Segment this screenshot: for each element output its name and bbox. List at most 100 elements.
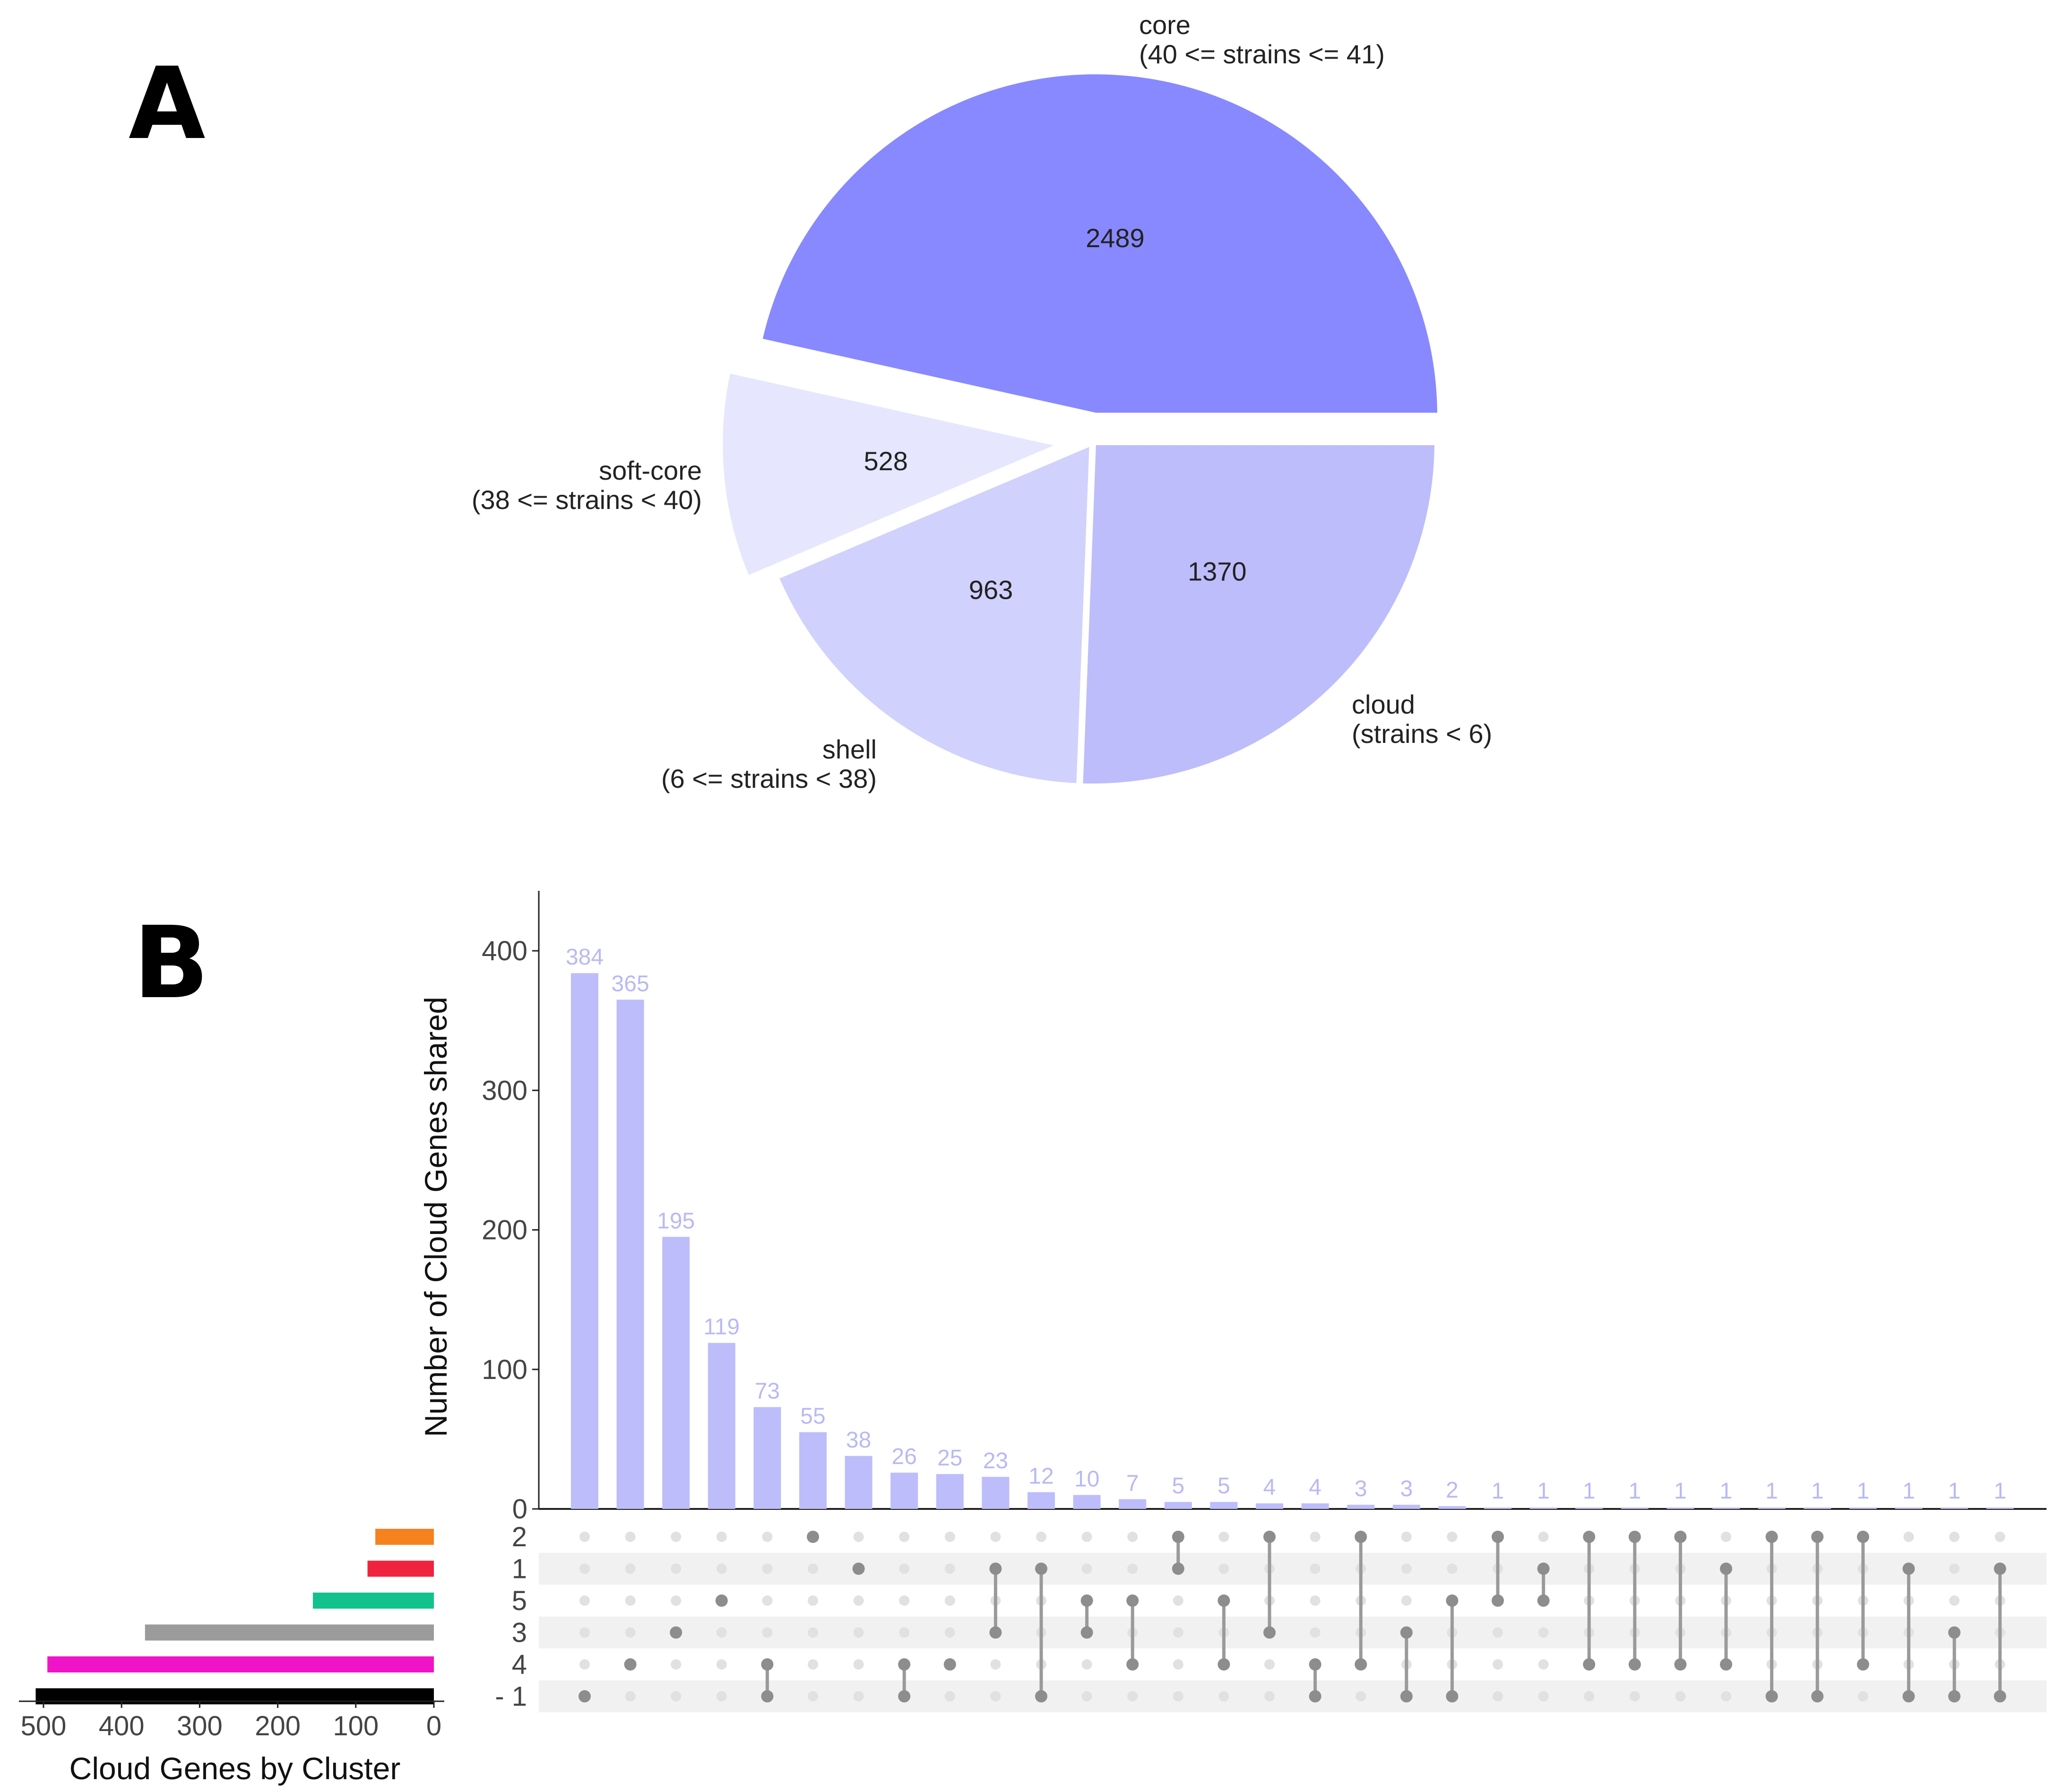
matrix-dot-empty [853, 1627, 864, 1638]
panel-label-b: B [133, 905, 209, 1021]
matrix-dot-empty [579, 1659, 590, 1670]
set-size-bar [367, 1560, 434, 1577]
set-size-tick-label: 500 [21, 1711, 67, 1741]
matrix-dot-empty [1903, 1532, 1914, 1542]
matrix-dot-empty [762, 1532, 773, 1542]
intersection-bar-label: 1 [1674, 1479, 1687, 1504]
intersection-bar-label: 7 [1126, 1471, 1139, 1496]
matrix-dot-filled [1902, 1562, 1915, 1575]
intersection-bar-label: 195 [657, 1208, 695, 1233]
matrix-dot-empty [1629, 1691, 1640, 1702]
matrix-dot-filled [1994, 1562, 2006, 1575]
intersection-bar-label: 119 [704, 1315, 740, 1340]
matrix-dot-filled [1492, 1594, 1504, 1607]
panel-label-a: A [129, 46, 206, 162]
matrix-dot-empty [853, 1595, 864, 1606]
matrix-dot-filled [1674, 1531, 1687, 1543]
intersection-bar [1301, 1503, 1329, 1509]
matrix-dot-empty [716, 1563, 727, 1574]
matrix-dot-empty [762, 1563, 773, 1574]
matrix-dot-empty [1401, 1563, 1412, 1574]
intersection-bar [982, 1477, 1010, 1509]
intersection-bar-label: 73 [755, 1378, 780, 1404]
matrix-dot-filled [807, 1531, 819, 1543]
matrix-dot-empty [808, 1659, 818, 1670]
set-size-tick-label: 100 [333, 1711, 379, 1741]
intersection-bar [616, 999, 644, 1509]
pie-label-core: core [1139, 10, 1191, 40]
matrix-dot-empty [1310, 1595, 1321, 1606]
intersection-bar [1849, 1508, 1877, 1509]
intersection-bar-label: 4 [1309, 1475, 1321, 1500]
matrix-dot-empty [899, 1563, 910, 1574]
matrix-dot-filled [670, 1626, 682, 1639]
intersection-bar [1758, 1508, 1786, 1509]
matrix-dot-empty [1949, 1532, 1960, 1542]
matrix-dot-empty [1036, 1532, 1046, 1542]
matrix-dot-filled [852, 1562, 865, 1575]
matrix-dot-empty [625, 1691, 636, 1702]
matrix-row-band [539, 1616, 2047, 1649]
intersection-bar-label: 5 [1172, 1473, 1184, 1499]
matrix-dot-empty [716, 1532, 727, 1542]
pie-value-soft-core: 528 [864, 446, 908, 476]
pie-sublabel-shell: (6 <= strains < 38) [661, 764, 877, 793]
matrix-dot-empty [1173, 1595, 1183, 1606]
matrix-dot-empty [1538, 1659, 1549, 1670]
matrix-dot-empty [671, 1595, 682, 1606]
matrix-dot-empty [1538, 1627, 1549, 1638]
pie-chart: 2489 core(40 <= strains <= 41) 1370 cloud(s… [472, 10, 1492, 793]
intersection-bar-label: 55 [800, 1404, 825, 1429]
intersection-bar-label: 38 [846, 1428, 871, 1453]
matrix-dot-empty [1218, 1532, 1229, 1542]
matrix-dot-filled [1720, 1562, 1732, 1575]
intersection-bar-label: 1 [1537, 1479, 1550, 1504]
intersection-bar-label: 384 [566, 945, 604, 970]
matrix-dot-filled [1765, 1531, 1778, 1543]
intersection-bar [890, 1473, 918, 1509]
matrix-dot-empty [716, 1691, 727, 1702]
matrix-dot-empty [1584, 1691, 1595, 1702]
intersection-bar [1575, 1508, 1603, 1509]
matrix-dot-filled [1172, 1531, 1184, 1543]
pie-slice-core [754, 68, 1444, 420]
matrix-dot-filled [1811, 1531, 1824, 1543]
matrix-dot-empty [1264, 1691, 1275, 1702]
matrix-dot-empty [853, 1532, 864, 1542]
matrix-dot-empty [1538, 1691, 1549, 1702]
matrix-dot-filled [1309, 1658, 1321, 1671]
matrix-dot-filled [1126, 1658, 1139, 1671]
matrix-dot-filled [898, 1658, 911, 1671]
matrix-dot-empty [1173, 1691, 1183, 1702]
matrix-dot-filled [1126, 1594, 1139, 1607]
pie-label-shell: shell [822, 734, 877, 764]
set-size-bar [375, 1529, 434, 1545]
matrix-dot-empty [1081, 1563, 1092, 1574]
matrix-dot-empty [671, 1532, 682, 1542]
matrix-dot-empty [1857, 1691, 1868, 1702]
matrix-dot-filled [1263, 1531, 1276, 1543]
matrix-dot-empty [1081, 1532, 1092, 1542]
intersection-bar [1621, 1508, 1649, 1509]
set-size-bar [47, 1656, 434, 1672]
matrix-dot-empty [1310, 1627, 1321, 1638]
set-size-bar [312, 1593, 434, 1609]
matrix-dot-empty [1081, 1659, 1092, 1670]
set-label: 4 [512, 1649, 527, 1680]
intersection-bar [936, 1474, 964, 1509]
intersection-bar-label: 2 [1446, 1478, 1459, 1503]
matrix-dot-filled [1309, 1690, 1321, 1703]
matrix-dot-empty [1721, 1691, 1731, 1702]
intersection-bar [1941, 1508, 1968, 1509]
matrix-dot-empty [808, 1627, 818, 1638]
intersection-bar [845, 1456, 872, 1509]
matrix-dot-filled [1583, 1531, 1596, 1543]
matrix-dot-empty [808, 1691, 818, 1702]
matrix-dot-empty [899, 1595, 910, 1606]
matrix-dot-empty [579, 1595, 590, 1606]
intersection-bar [1028, 1492, 1055, 1509]
matrix-dot-empty [1356, 1691, 1366, 1702]
matrix-dot-empty [716, 1627, 727, 1638]
matrix-dot-empty [1218, 1563, 1229, 1574]
